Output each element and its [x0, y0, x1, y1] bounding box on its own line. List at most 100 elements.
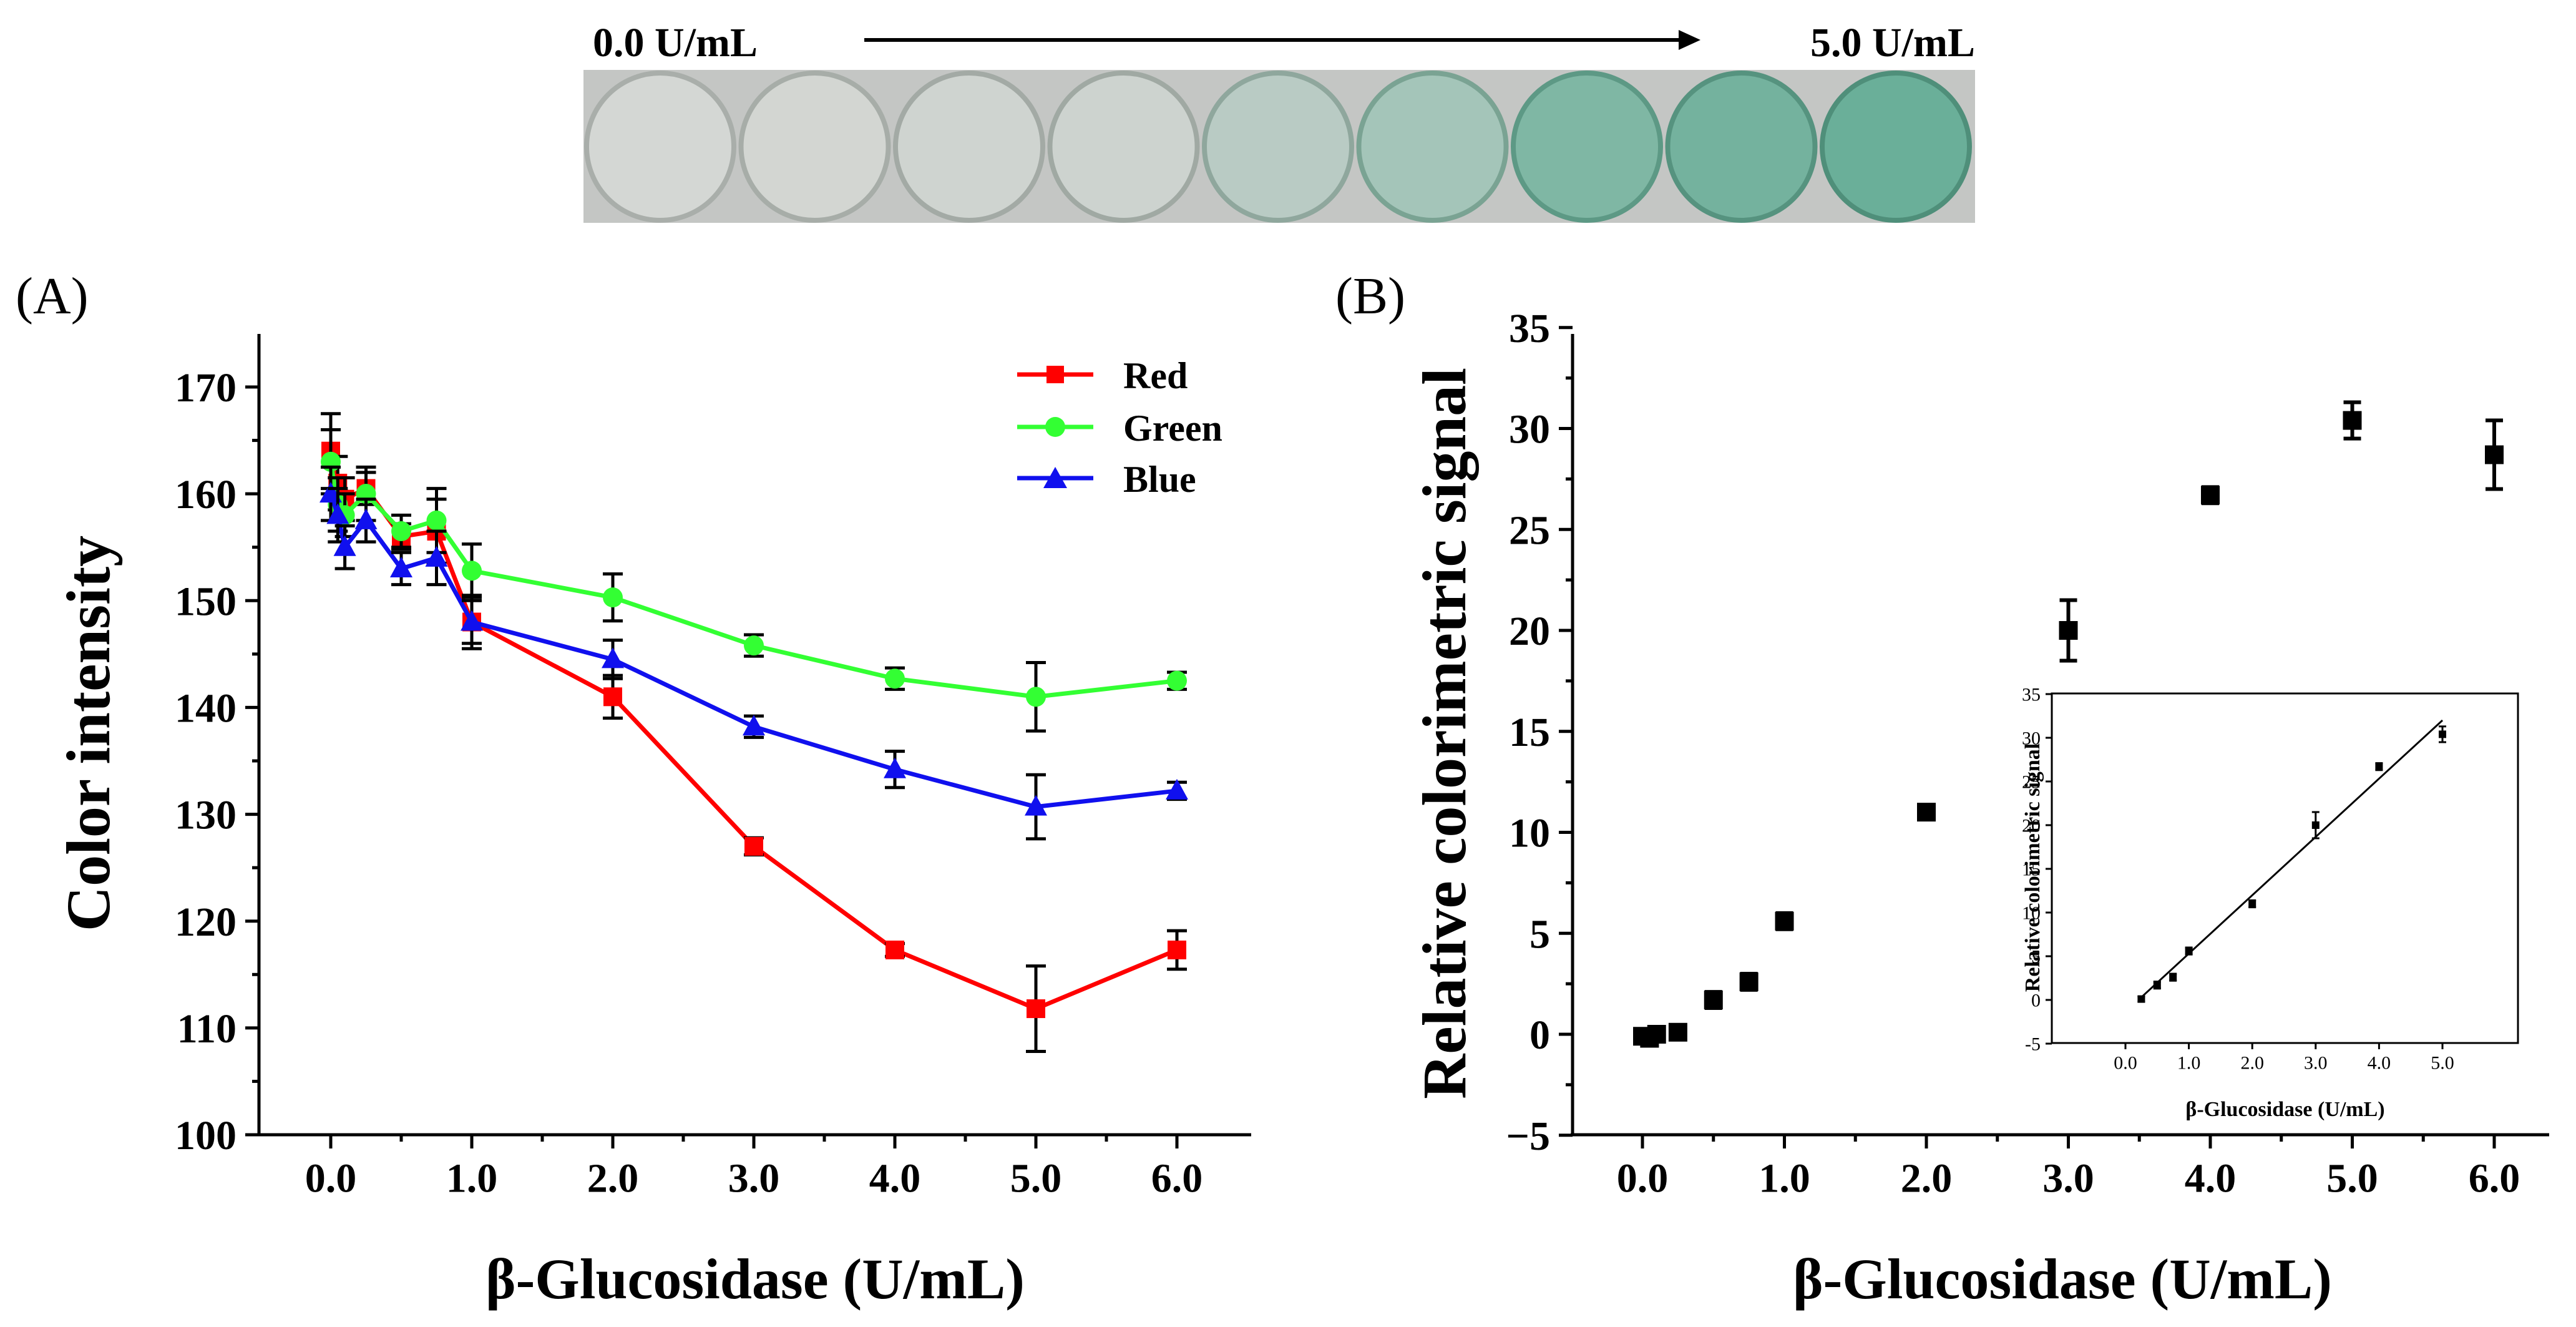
color-strip: 0.0 U/mL 5.0 U/mL	[583, 20, 1975, 223]
red-point	[1168, 940, 1186, 959]
blue-point	[390, 556, 412, 577]
x-tick-label: 0.0	[2114, 1053, 2137, 1074]
x-tick-label: 0.0	[1617, 1155, 1669, 1201]
panel-a-label: (A)	[16, 267, 89, 325]
strip-left-label: 0.0 U/mL	[593, 20, 758, 66]
y-tick-label: 5	[2031, 947, 2041, 967]
x-tick-label: 4.0	[2368, 1053, 2391, 1074]
inset-chart: -5 0 5 10 15 20 25 30 35 0.0 1.0 2.0 3.0 4.0 5.0 β-Glu…	[2021, 685, 2519, 1121]
panel-b: (B) −5 0 5 10 15 20 25 30 35 0.0 1.0 2.0 3.0 4.0 5.0 6.…	[1335, 267, 2549, 1311]
well-1	[584, 71, 736, 223]
y-tick-label: 35	[2022, 685, 2041, 705]
green-point	[885, 668, 905, 689]
signal-point	[1917, 803, 1936, 822]
legend-green-marker	[1045, 417, 1065, 437]
y-tick-label: 130	[175, 793, 237, 838]
legend-blue-marker	[1043, 467, 1067, 488]
x-tick-label: 5.0	[2326, 1155, 2378, 1201]
y-tick-label: 0	[2031, 991, 2041, 1011]
x-tick-label: 6.0	[1151, 1155, 1203, 1201]
x-tick-label: 1.0	[2177, 1053, 2201, 1074]
y-tick-label: 5	[1530, 911, 1550, 957]
x-tick-label: 3.0	[728, 1155, 780, 1201]
signal-point	[1647, 1025, 1666, 1044]
well-3	[893, 71, 1045, 223]
panel-a: (A) 100 110 120 130 140 150 160 170 0.0 1.0 2.0 3.0…	[16, 267, 1251, 1311]
blue-point	[354, 508, 378, 529]
blue-point	[1166, 778, 1188, 800]
legend-red-label: Red	[1123, 355, 1188, 396]
x-tick-label: 1.0	[446, 1155, 498, 1201]
panel-b-y-title: Relative colorimetric signal	[1410, 368, 1479, 1099]
y-tick-label: 25	[2022, 772, 2041, 793]
x-tick-label: 0.0	[305, 1155, 357, 1201]
well-5	[1202, 71, 1354, 223]
y-tick-label: 100	[175, 1113, 237, 1158]
y-tick-label: 30	[2022, 728, 2041, 749]
red-point	[1027, 999, 1045, 1019]
green-point	[462, 561, 482, 581]
well-7	[1511, 71, 1663, 223]
green-series-line	[328, 461, 1178, 699]
signal-point	[1704, 991, 1723, 1010]
signal-point	[2201, 486, 2220, 505]
strip-right-label: 5.0 U/mL	[1810, 20, 1975, 66]
green-point	[426, 510, 447, 531]
y-tick-label: 150	[175, 579, 237, 624]
signal-point	[2343, 411, 2362, 430]
inset-point	[2311, 821, 2320, 829]
blue-point	[602, 647, 624, 668]
x-tick-label: 6.0	[2469, 1155, 2520, 1201]
green-point	[744, 635, 764, 656]
blue-point	[326, 503, 349, 524]
inset-point	[2375, 763, 2383, 771]
legend-red-marker	[1046, 366, 1064, 383]
panel-a-legend: Red Green Blue	[1017, 355, 1222, 500]
legend-green-label: Green	[1123, 408, 1222, 449]
panel-a-y-title: Color intensity	[54, 536, 123, 931]
well-6	[1356, 71, 1509, 223]
inset-point	[2248, 900, 2256, 908]
blue-point	[461, 610, 483, 631]
panel-b-x-title: β-Glucosidase (U/mL)	[1793, 1247, 2332, 1311]
inset-point	[2137, 995, 2145, 1003]
y-tick-label: 120	[175, 899, 237, 945]
x-tick-label: 2.0	[587, 1155, 639, 1201]
well-8	[1665, 71, 1818, 223]
y-tick-label: 170	[175, 365, 237, 411]
inset-x-title: β-Glucosidase (U/mL)	[2185, 1098, 2384, 1121]
inset-point	[2439, 730, 2446, 738]
green-point	[603, 587, 623, 608]
x-tick-label: 5.0	[2431, 1053, 2454, 1074]
y-tick-label: 0	[1530, 1012, 1550, 1058]
x-tick-label: 5.0	[1010, 1155, 1062, 1201]
y-tick-label: 15	[2022, 859, 2041, 880]
strip-arrow-head	[1679, 30, 1700, 50]
y-tick-label: 35	[1509, 306, 1550, 351]
y-tick-label: 140	[175, 686, 237, 732]
green-point	[391, 521, 411, 542]
inset-point	[2153, 981, 2161, 989]
y-tick-label: 20	[1509, 609, 1550, 654]
blue-point	[425, 546, 448, 567]
x-tick-label: 2.0	[2240, 1053, 2264, 1074]
signal-point	[1739, 972, 1759, 991]
y-tick-label: 25	[1509, 507, 1550, 553]
red-point	[744, 836, 763, 856]
red-point	[603, 687, 622, 707]
x-tick-label: 3.0	[2042, 1155, 2094, 1201]
signal-point	[2485, 445, 2504, 464]
x-tick-label: 2.0	[1901, 1155, 1953, 1201]
panel-b-label: (B)	[1335, 267, 1405, 325]
y-tick-label: 10	[1509, 811, 1550, 856]
inset-point	[2169, 973, 2177, 981]
panel-a-x-title: β-Glucosidase (U/mL)	[485, 1247, 1025, 1311]
inset-point	[2185, 947, 2193, 955]
y-tick-label: 110	[177, 1006, 237, 1052]
y-tick-label: 10	[2022, 903, 2041, 924]
signal-point	[2059, 621, 2078, 640]
blue-point	[1025, 795, 1047, 816]
y-tick-label: 30	[1509, 407, 1550, 453]
green-point	[1167, 670, 1187, 691]
